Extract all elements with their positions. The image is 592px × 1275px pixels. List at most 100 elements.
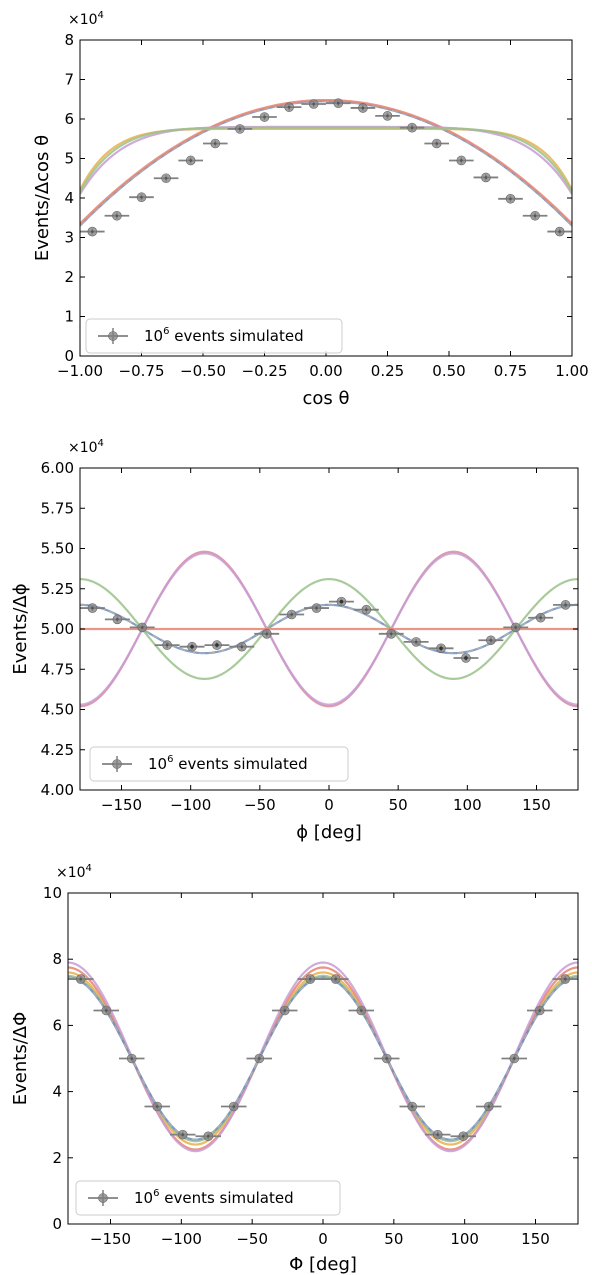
y-tick-label: 4.75 bbox=[41, 660, 74, 678]
data-point bbox=[403, 637, 429, 647]
data-point bbox=[374, 1053, 400, 1064]
x-tick-label: 100 bbox=[450, 1230, 479, 1248]
legend-box bbox=[89, 746, 349, 782]
data-points bbox=[68, 974, 578, 1142]
data-point bbox=[450, 1131, 476, 1142]
legend-label: 106 events simulated bbox=[148, 754, 308, 773]
data-point bbox=[501, 1053, 527, 1064]
x-tick-label: −0.50 bbox=[180, 362, 226, 380]
x-tick-label: −150 bbox=[90, 1230, 131, 1248]
model-curve bbox=[80, 126, 572, 193]
model-curve-dashed bbox=[68, 976, 578, 1141]
legend-marker bbox=[88, 1190, 118, 1206]
y-tick-label: 3 bbox=[64, 229, 74, 247]
y-tick-label: 4.00 bbox=[41, 781, 74, 799]
x-tick-label: −0.25 bbox=[242, 362, 288, 380]
x-tick-label: −0.75 bbox=[119, 362, 165, 380]
legend-marker bbox=[98, 328, 128, 344]
legend-label: 106 events simulated bbox=[134, 1188, 294, 1207]
y-tick-label: 6 bbox=[64, 110, 74, 128]
data-point bbox=[449, 155, 474, 166]
data-points bbox=[80, 596, 578, 663]
axis-multiplier: ×104 bbox=[68, 10, 104, 28]
data-point bbox=[498, 193, 523, 204]
y-tick-label: 5.00 bbox=[41, 620, 74, 638]
y-axis-label: Events/ΔΦ bbox=[10, 1012, 31, 1106]
data-point bbox=[93, 1005, 119, 1016]
model-curves bbox=[80, 550, 578, 708]
data-point bbox=[473, 172, 499, 183]
axes: −150 −100 −50 0 50 100 150 4.00 4.25 4.50 4.75 5.00… bbox=[10, 438, 579, 843]
data-point bbox=[227, 124, 253, 134]
data-point bbox=[229, 641, 255, 652]
y-tick-label: 2 bbox=[52, 1149, 62, 1167]
data-point bbox=[527, 1005, 553, 1016]
big-phi-panel: −150 −100 −50 0 50 100 150 0 2 4 6 8 10 ×104 Φ [deg] Ev… bbox=[10, 863, 579, 1275]
data-point bbox=[129, 192, 154, 203]
x-axis-label: ϕ [deg] bbox=[296, 822, 362, 843]
data-point bbox=[104, 614, 130, 625]
x-tick-label: −150 bbox=[101, 796, 142, 814]
data-point bbox=[399, 122, 425, 133]
x-tick-label: 0.00 bbox=[309, 362, 342, 380]
x-tick-label: −100 bbox=[170, 796, 211, 814]
y-axis-label: Events/Δcos θ bbox=[32, 135, 53, 261]
data-point bbox=[203, 138, 228, 149]
data-point bbox=[104, 210, 130, 221]
model-curve bbox=[68, 961, 578, 1153]
x-tick-label: 0 bbox=[324, 796, 334, 814]
y-tick-label: 7 bbox=[64, 71, 74, 89]
data-point bbox=[170, 1129, 196, 1140]
axis-multiplier: ×104 bbox=[56, 863, 92, 881]
axes: −1.00 −0.75 −0.50 −0.25 0.00 0.25 0.50 0.75 1.00… bbox=[32, 10, 589, 409]
data-point bbox=[326, 98, 351, 108]
x-tick-label: −1.00 bbox=[57, 362, 103, 380]
data-point bbox=[353, 604, 379, 615]
y-tick-label: 4.25 bbox=[41, 741, 74, 759]
y-tick-label: 5.50 bbox=[41, 540, 74, 558]
data-point bbox=[246, 1053, 272, 1064]
legend-marker bbox=[102, 756, 132, 772]
data-point bbox=[304, 603, 329, 613]
x-tick-label: −100 bbox=[161, 1230, 202, 1248]
data-point bbox=[428, 643, 454, 654]
cos-theta-panel: −1.00 −0.75 −0.50 −0.25 0.00 0.25 0.50 0.75 1.00… bbox=[32, 10, 589, 409]
data-point bbox=[348, 1005, 374, 1016]
legend-label: 106 events simulated bbox=[144, 326, 304, 345]
x-tick-label: 50 bbox=[389, 796, 408, 814]
x-tick-label: 100 bbox=[453, 796, 482, 814]
data-point bbox=[68, 974, 94, 984]
x-tick-label: 0.50 bbox=[432, 362, 465, 380]
model-curve-dashed bbox=[80, 604, 578, 654]
y-tick-label: 4.50 bbox=[41, 701, 74, 719]
legend: 106 events simulated bbox=[89, 746, 349, 782]
axes: −150 −100 −50 0 50 100 150 0 2 4 6 8 10 ×104 Φ [deg] Ev… bbox=[10, 863, 579, 1275]
x-tick-label: 150 bbox=[522, 796, 551, 814]
data-point bbox=[129, 622, 155, 633]
x-tick-label: 0 bbox=[318, 1230, 328, 1248]
y-tick-label: 2 bbox=[64, 268, 74, 286]
data-point bbox=[297, 974, 323, 984]
y-tick-label: 4 bbox=[64, 189, 74, 207]
data-point bbox=[144, 1101, 170, 1112]
data-point bbox=[153, 173, 179, 184]
data-point bbox=[179, 641, 205, 652]
legend-box bbox=[75, 1180, 341, 1216]
axis-multiplier: ×104 bbox=[68, 438, 104, 456]
data-point bbox=[221, 1101, 247, 1112]
phi-panel: −150 −100 −50 0 50 100 150 4.00 4.25 4.50 4.75 5.00… bbox=[10, 438, 579, 843]
y-tick-label: 6.00 bbox=[41, 459, 74, 477]
model-curve bbox=[80, 552, 578, 706]
y-tick-label: 1 bbox=[64, 308, 74, 326]
data-point bbox=[478, 635, 504, 646]
data-point bbox=[195, 1131, 221, 1142]
x-tick-label: −50 bbox=[236, 1230, 268, 1248]
data-point bbox=[80, 226, 105, 237]
data-point bbox=[80, 603, 105, 613]
data-point bbox=[272, 1005, 298, 1016]
y-tick-label: 5.25 bbox=[41, 580, 74, 598]
data-point bbox=[476, 1101, 502, 1112]
x-tick-label: 0.75 bbox=[494, 362, 527, 380]
data-point bbox=[552, 974, 578, 984]
